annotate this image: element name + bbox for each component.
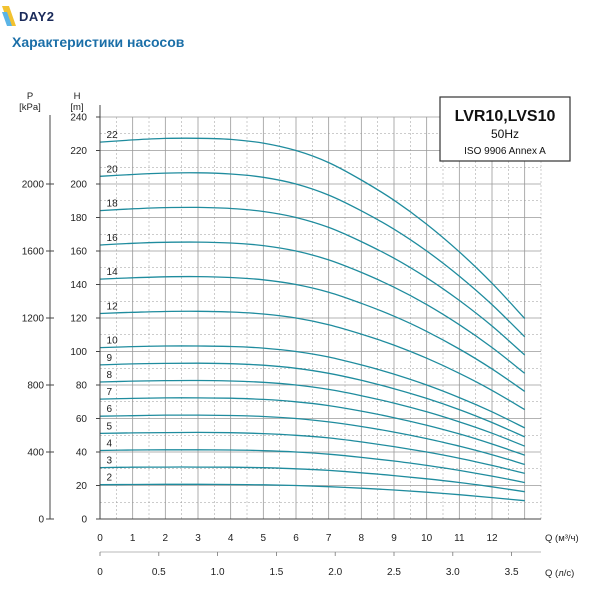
x2-tick-label: 2.0 bbox=[328, 567, 342, 578]
y-label-pressure: P bbox=[27, 91, 33, 102]
x2-tick-label: 3.0 bbox=[446, 567, 460, 578]
head-tick-label: 120 bbox=[70, 314, 87, 325]
head-tick-label: 160 bbox=[70, 247, 87, 258]
x-tick-label: 12 bbox=[486, 533, 498, 544]
head-tick-label: 80 bbox=[76, 381, 88, 392]
head-tick-label: 220 bbox=[70, 146, 87, 157]
head-tick-label: 240 bbox=[70, 113, 87, 124]
head-tick-label: 0 bbox=[81, 515, 87, 526]
y-unit-head: [m] bbox=[70, 102, 83, 113]
x-tick-label: 6 bbox=[293, 533, 299, 544]
legend-frame bbox=[439, 96, 571, 162]
legend-frequency: 50Hz bbox=[491, 127, 519, 141]
curve-label-18: 18 bbox=[107, 199, 119, 210]
legend-box: LVR10,LVS10 50Hz ISO 9906 Annex A bbox=[439, 96, 571, 162]
curve-label-16: 16 bbox=[107, 233, 119, 244]
logo: DAY2 bbox=[2, 6, 72, 28]
legend-model: LVR10,LVS10 bbox=[455, 108, 556, 125]
x-tick-label: 3 bbox=[195, 533, 201, 544]
pressure-tick-label: 1600 bbox=[22, 247, 45, 258]
axes: 0204060801001201401601802002202400400800… bbox=[22, 105, 541, 578]
curve-label-22: 22 bbox=[107, 130, 119, 141]
curve-label-3: 3 bbox=[107, 456, 113, 467]
logo-text: DAY2 bbox=[19, 9, 55, 24]
grid bbox=[99, 116, 542, 520]
curve-labels: 2 3 4 5 6 7 8 9 10 12 14 16 18 20 22 bbox=[107, 130, 119, 484]
curve-stages-18 bbox=[99, 206, 526, 356]
head-tick-label: 40 bbox=[76, 448, 88, 459]
curve-stages-4 bbox=[99, 449, 525, 484]
curve-label-6: 6 bbox=[107, 404, 113, 415]
x2-tick-label: 2.5 bbox=[387, 567, 401, 578]
curve-stages-12 bbox=[99, 310, 526, 411]
curve-stages-22 bbox=[99, 137, 526, 319]
head-tick-label: 60 bbox=[76, 414, 88, 425]
page-title: Характеристики насосов bbox=[12, 34, 185, 50]
x-tick-label: 0 bbox=[97, 533, 103, 544]
curve-label-12: 12 bbox=[107, 301, 119, 312]
x-tick-label: 8 bbox=[359, 533, 365, 544]
curve-label-5: 5 bbox=[107, 421, 113, 432]
x-tick-label: 1 bbox=[130, 533, 136, 544]
pressure-tick-label: 2000 bbox=[22, 180, 45, 191]
x-tick-label: 2 bbox=[163, 533, 169, 544]
curve-stages-2 bbox=[99, 483, 525, 502]
x-tick-label: 10 bbox=[421, 533, 433, 544]
curve-label-4: 4 bbox=[107, 438, 113, 449]
y-unit-pressure: [kPa] bbox=[19, 102, 41, 113]
x-tick-label: 4 bbox=[228, 533, 234, 544]
x2-tick-label: 0 bbox=[97, 567, 103, 578]
curve-stages-10 bbox=[99, 345, 525, 429]
curve-stages-5 bbox=[99, 431, 525, 475]
x-tick-label: 9 bbox=[391, 533, 397, 544]
pressure-tick-label: 0 bbox=[38, 515, 44, 526]
legend-standard: ISO 9906 Annex A bbox=[464, 146, 546, 157]
curve-label-2: 2 bbox=[107, 473, 113, 484]
x-label-flow-ls: Q (л/с) bbox=[545, 568, 574, 579]
pressure-tick-label: 800 bbox=[27, 381, 44, 392]
curve-label-9: 9 bbox=[107, 353, 113, 364]
x-tick-label: 5 bbox=[261, 533, 267, 544]
curve-stages-3 bbox=[99, 466, 525, 493]
curve-label-14: 14 bbox=[107, 267, 119, 278]
x-tick-label: 11 bbox=[454, 533, 465, 544]
x2-tick-label: 1.0 bbox=[211, 567, 225, 578]
curve-label-20: 20 bbox=[107, 164, 119, 175]
curve-stages-14 bbox=[99, 275, 526, 392]
curve-label-8: 8 bbox=[107, 370, 113, 381]
pressure-tick-label: 400 bbox=[27, 448, 44, 459]
curve-stages-16 bbox=[99, 241, 526, 374]
head-tick-label: 100 bbox=[70, 347, 87, 358]
curve-label-10: 10 bbox=[107, 336, 119, 347]
head-tick-label: 200 bbox=[70, 180, 87, 191]
curve-stages-20 bbox=[99, 172, 526, 338]
x-tick-label: 7 bbox=[326, 533, 332, 544]
x2-tick-label: 3.5 bbox=[505, 567, 519, 578]
curves bbox=[99, 137, 526, 502]
x2-tick-label: 0.5 bbox=[152, 567, 166, 578]
curve-label-7: 7 bbox=[107, 387, 113, 398]
logo-mark-icon bbox=[2, 6, 16, 26]
x2-tick-label: 1.5 bbox=[269, 567, 283, 578]
y-label-head: H bbox=[74, 91, 81, 102]
curve-stages-7 bbox=[99, 397, 525, 456]
curve-stages-6 bbox=[99, 414, 525, 466]
head-tick-label: 180 bbox=[70, 213, 87, 224]
head-tick-label: 140 bbox=[70, 280, 87, 291]
head-tick-label: 20 bbox=[76, 481, 88, 492]
x-label-flow-m3h: Q (м³/ч) bbox=[545, 533, 579, 544]
curve-stages-8 bbox=[99, 379, 525, 447]
curve-stages-9 bbox=[99, 362, 525, 438]
pressure-tick-label: 1200 bbox=[22, 314, 45, 325]
